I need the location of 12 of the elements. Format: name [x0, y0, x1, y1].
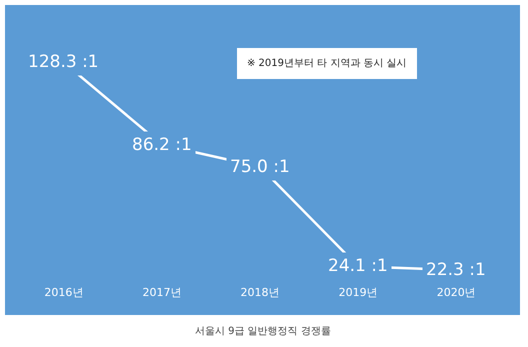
text: 서울시 9급 일반행정직 경쟁률 [195, 326, 331, 337]
x-tick-label: 2016년 [44, 286, 84, 299]
data-label: 22.3 :1 [426, 260, 486, 280]
x-tick-label: 2019년 [338, 286, 378, 299]
x-tick-label: 2017년 [142, 286, 182, 299]
data-label: 86.2 :1 [132, 135, 192, 155]
data-label: 75.0 :1 [230, 157, 290, 177]
data-label: 128.3 :1 [28, 52, 99, 72]
data-label: 24.1 :1 [328, 256, 388, 276]
annotation: ※ 2019년부터 타 지역과 동시 실시 [247, 58, 407, 69]
x-tick-label: 2018년 [240, 286, 280, 299]
x-tick-label: 2020년 [436, 286, 476, 299]
